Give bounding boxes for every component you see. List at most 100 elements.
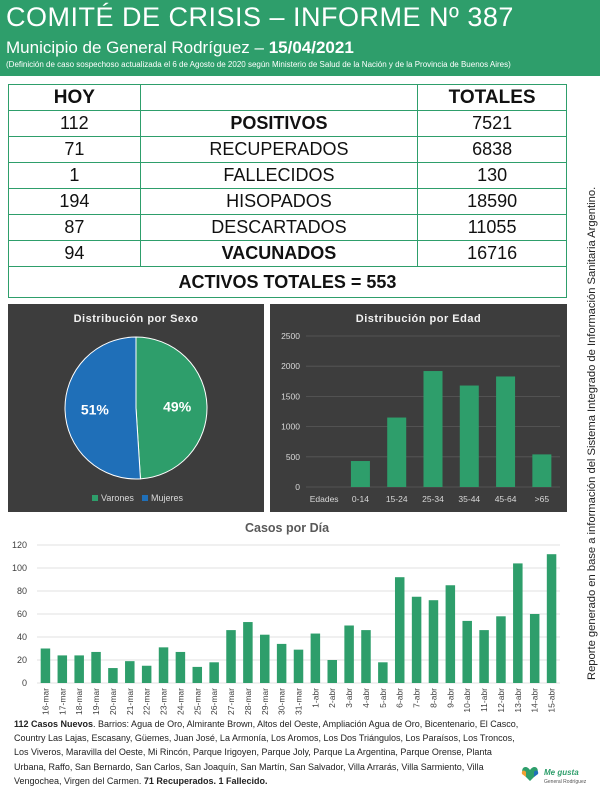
y-tick-label: 1500 [281,391,300,401]
bar-10-abr [462,620,472,683]
x-tick-label: 28-mar [243,688,253,715]
bar-16-mar [40,648,51,683]
legend-swatch [142,495,148,501]
x-tick-label: 18-mar [74,688,84,715]
pie-data-label: 51% [81,401,110,417]
x-tick-label: 15-abr [547,688,557,713]
x-tick-label: 23-mar [159,688,169,715]
stats-row-vacunados: 94 VACUNADOS 16716 [8,240,567,267]
sex-chart-panel: Distribución por Sexo 49% 51% Varones Mujer… [8,304,264,512]
total-value: 7521 [417,110,567,137]
x-tick-label: 31-mar [294,688,304,715]
y-tick-label: 120 [12,540,27,550]
stats-row-positivos: 112 POSITIVOS 7521 [8,110,567,137]
row-label: DESCARTADOS [139,214,419,241]
report-header: COMITÉ DE CRISIS – INFORME Nº 387 Munici… [0,0,600,76]
total-value: 16716 [417,240,567,267]
y-tick-label: 500 [286,452,300,462]
col-label-header [139,84,419,111]
stats-row-hisopados: 194 HISOPADOS 18590 [8,188,567,215]
x-axis-label: Edades [310,494,339,504]
sex-pie-chart: 49% 51% Varones Mujeres [64,336,208,503]
x-tick-label: 25-mar [192,688,202,715]
municipal-logo: Me gusta General Rodríguez [520,762,590,792]
x-tick-label: >65 [535,494,550,504]
x-tick-label: 0-14 [352,494,369,504]
age-bar-chart: 0 500 1000 1500 2000 2500 Edades 0-14 15-24 25-34… [281,331,560,504]
x-tick-label: 12-abr [496,688,506,713]
legend-label: Varones [101,493,134,503]
row-label: HISOPADOS [139,188,419,215]
row-label: FALLECIDOS [139,162,419,189]
y-tick-label: 60 [17,609,27,619]
total-value: 6838 [417,136,567,163]
x-tick-label: 4-abr [361,688,371,708]
bar-30-mar [276,643,287,683]
x-tick-label: 45-64 [495,494,517,504]
x-tick-label: 20-mar [108,688,118,715]
bar-9-abr [445,585,456,683]
today-value: 94 [8,240,141,267]
total-value: 130 [417,162,567,189]
x-tick-label: 15-24 [386,494,408,504]
bar-2-abr [327,660,337,683]
daily-cases-chart: Casos por Día 0 20 40 60 80 100 120 16-mar 17-mar… [12,521,560,715]
row-label: VACUNADOS [139,240,419,267]
stats-row-recuperados: 71 RECUPERADOS 6838 [8,136,567,163]
neighborhoods-list: . Barrios: Agua de Oro, Almirante Brown,… [14,719,519,786]
bar-19-mar [91,651,101,683]
x-tick-label: 27-mar [226,688,236,715]
new-cases-lead: 112 Casos Nuevos [14,719,94,729]
y-tick-label: 1000 [281,422,300,432]
report-title: COMITÉ DE CRISIS – INFORME Nº 387 [6,2,514,32]
total-value: 18590 [417,188,567,215]
pie-slice-varones [135,336,208,480]
x-tick-label: 24-mar [175,688,185,715]
bar-4-abr [361,630,371,683]
today-value: 87 [8,214,141,241]
bar-22-mar [141,665,152,683]
heart-logo-icon [521,767,539,781]
row-label: RECUPERADOS [139,136,419,163]
x-tick-label: 11-abr [479,688,489,712]
y-tick-label: 20 [17,655,27,665]
y-tick-label: 80 [17,586,27,596]
x-tick-label: 30-mar [277,688,287,715]
logo-line-1: Me gusta [544,768,579,777]
bar-18-mar [74,655,84,683]
new-cases-note: 112 Casos Nuevos. Barrios: Agua de Oro, … [14,717,519,788]
bar-13-abr [513,563,523,683]
bar-8-abr [428,600,439,683]
col-totals-header: TOTALES [417,84,567,111]
x-tick-label: 25-34 [422,494,444,504]
today-value: 112 [8,110,141,137]
y-tick-label: 0 [295,482,300,492]
x-tick-label: 22-mar [142,688,152,715]
x-tick-label: 9-abr [445,688,455,708]
source-note-text: Reporte generado en base a información d… [586,187,598,680]
bar->65 [532,454,552,487]
bar-25-34 [423,371,443,487]
stats-row-descartados: 87 DESCARTADOS 11055 [8,214,567,241]
x-tick-label: 2-abr [327,688,337,708]
bar-28-mar [243,622,253,683]
x-tick-label: 1-abr [310,688,320,708]
x-tick-label: 7-abr [412,688,422,708]
x-tick-label: 26-mar [209,688,219,715]
x-tick-label: 13-abr [513,688,523,713]
x-tick-label: 35-44 [458,494,480,504]
report-subtitle: Municipio de General Rodríguez – 15/04/2… [6,38,354,58]
x-tick-label: 10-abr [462,688,472,713]
today-value: 194 [8,188,141,215]
y-tick-label: 2500 [281,331,300,341]
bar-11-abr [479,630,489,683]
recovered-deceased-note: 71 Recuperados. 1 Fallecido. [143,775,268,786]
source-note: Reporte generado en base a información d… [586,187,598,680]
bar-21-mar [125,661,135,683]
bar-27-mar [226,630,236,683]
sex-chart-title: Distribución por Sexo [73,313,199,325]
report-date: 15/04/2021 [268,38,354,57]
bar-35-44 [459,385,479,487]
bar-12-abr [496,616,506,683]
x-tick-label: 8-abr [428,688,438,708]
